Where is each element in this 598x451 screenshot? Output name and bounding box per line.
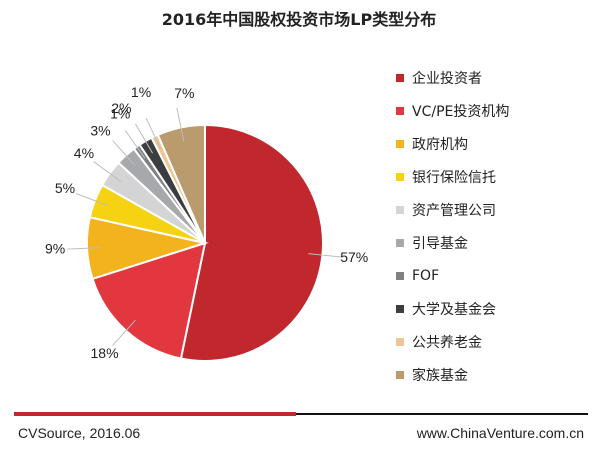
legend-label: 公共养老金 — [412, 334, 482, 351]
pie-data-label: 7% — [174, 85, 194, 101]
legend-item-2: 政府机构 — [396, 127, 596, 160]
legend-item-8: 公共养老金 — [396, 325, 596, 358]
pie-data-label: 4% — [74, 145, 94, 161]
pie-leader-lines — [67, 107, 343, 346]
pie-leader-line — [112, 140, 136, 167]
pie-leader-line — [112, 319, 136, 346]
pie-data-label: 5% — [55, 180, 75, 196]
legend-label: 资产管理公司 — [412, 202, 496, 219]
pie-slices — [86, 123, 324, 362]
legend: 企业投资者 VC/PE投资机构 政府机构 银行保险信托 资产管理公司 引导基金 … — [396, 61, 596, 391]
legend-swatch — [396, 304, 404, 313]
legend-item-6: FOF — [396, 259, 596, 292]
pie-leader-line — [145, 117, 162, 150]
pie-data-label: 9% — [45, 240, 65, 256]
chart-title: 2016年中国股权投资市场LP类型分布 — [161, 10, 437, 29]
legend-swatch — [396, 73, 404, 82]
pie-leader-line — [93, 161, 122, 183]
legend-label: 银行保险信托 — [412, 169, 496, 186]
pie-data-label: 3% — [90, 122, 110, 138]
footer-divider-black — [296, 413, 588, 415]
pie-leader-line — [67, 247, 102, 250]
pie-data-label: 1% — [110, 105, 130, 121]
legend-swatch — [396, 370, 404, 379]
footer-website: www.ChinaVenture.com.cn — [416, 425, 584, 441]
pie-leader-line — [76, 193, 109, 207]
pie-data-label: 2% — [111, 100, 131, 116]
legend-swatch — [396, 271, 404, 280]
footer-divider-red — [14, 412, 296, 416]
legend-label: 家族基金 — [412, 367, 468, 384]
legend-item-0: 企业投资者 — [396, 61, 596, 94]
legend-label: 大学及基金会 — [412, 301, 496, 318]
legend-item-1: VC/PE投资机构 — [396, 94, 596, 127]
legend-item-7: 大学及基金会 — [396, 292, 596, 325]
legend-item-9: 家族基金 — [396, 358, 596, 391]
pie-data-label: 18% — [91, 345, 119, 361]
legend-swatch — [396, 139, 404, 148]
legend-label: 政府机构 — [412, 136, 468, 153]
legend-swatch — [396, 172, 404, 181]
legend-item-5: 引导基金 — [396, 226, 596, 259]
legend-label: FOF — [412, 267, 440, 284]
pie-data-label: 1% — [131, 84, 151, 100]
legend-label: 企业投资者 — [412, 70, 482, 87]
legend-item-3: 银行保险信托 — [396, 160, 596, 193]
legend-swatch — [396, 337, 404, 346]
legend-label: VC/PE投资机构 — [412, 103, 510, 120]
legend-swatch — [396, 106, 404, 115]
pie-leader-line — [124, 130, 146, 159]
legend-swatch — [396, 205, 404, 214]
legend-item-4: 资产管理公司 — [396, 193, 596, 226]
footer-source: CVSource, 2016.06 — [18, 425, 141, 441]
pie-leader-line — [308, 253, 343, 258]
legend-swatch — [396, 238, 404, 247]
pie-data-labels: 57%18%9%5%4%3%1%2%1% 7% — [45, 84, 368, 361]
pie-data-label: 57% — [340, 249, 368, 265]
legend-label: 引导基金 — [412, 235, 468, 252]
pie-leader-line — [134, 123, 153, 154]
pie-leader-line — [176, 107, 185, 142]
